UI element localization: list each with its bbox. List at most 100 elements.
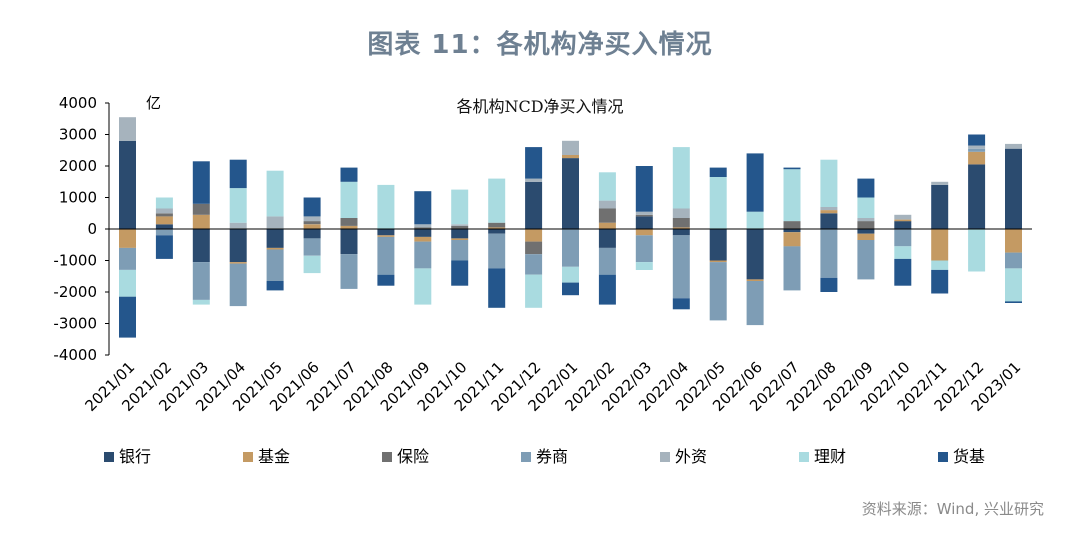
- chart-svg: 40003000200010000-1000-2000-3000-4000202…: [53, 94, 1032, 466]
- bar-segment: [635, 166, 653, 212]
- legend-label: 券商: [536, 447, 568, 466]
- bar-segment: [119, 296, 136, 338]
- bar-segment: [525, 229, 543, 242]
- y-tick-label: -1000: [53, 252, 97, 270]
- bar-segment: [562, 266, 579, 283]
- y-axis-unit-label: 亿: [146, 94, 161, 112]
- bar-segment: [451, 224, 469, 226]
- bar-segment: [266, 229, 284, 248]
- bar-segment: [414, 236, 432, 242]
- bar-segment: [672, 227, 690, 229]
- bar-segment: [894, 229, 912, 247]
- bar-segment: [414, 227, 432, 229]
- legend-label: 保险: [397, 447, 429, 466]
- legend-label: 货基: [953, 447, 985, 466]
- bar-segment: [1005, 148, 1022, 229]
- bar-segment: [488, 233, 506, 269]
- bar-segment: [857, 197, 875, 218]
- legend-label: 外资: [675, 447, 707, 466]
- bar-segment: [377, 184, 395, 229]
- bar-segment: [857, 221, 875, 229]
- bar-segment: [340, 167, 358, 182]
- bar-segment: [155, 213, 173, 217]
- bar-segment: [525, 254, 543, 275]
- bar-segment: [451, 225, 469, 229]
- bar-segment: [1005, 143, 1022, 149]
- bar-segment: [229, 263, 247, 307]
- bar-segment: [709, 177, 727, 229]
- bar-segment: [119, 247, 136, 270]
- bar-segment: [266, 170, 284, 217]
- bar-segment: [525, 274, 543, 308]
- bar-segment: [266, 216, 284, 229]
- y-tick-label: 0: [87, 220, 97, 238]
- bar-segment: [229, 262, 247, 264]
- bar-segment: [525, 147, 543, 179]
- bar-segment: [266, 281, 284, 291]
- bar-segment: [635, 229, 653, 236]
- bar-segment: [598, 172, 616, 201]
- bar-segment: [192, 229, 210, 263]
- bar-segment: [155, 216, 173, 225]
- bar-segment: [377, 235, 395, 237]
- bar-segment: [414, 241, 432, 269]
- bar-segment: [377, 229, 395, 236]
- bar-segment: [155, 208, 173, 214]
- bar-segment: [414, 224, 432, 228]
- bar-segment: [672, 298, 690, 310]
- bar-segment: [303, 229, 321, 239]
- bar-segment: [635, 262, 653, 270]
- bar-segment: [414, 191, 432, 225]
- bar-segment: [968, 229, 986, 272]
- bar-segment: [229, 222, 247, 229]
- y-tick-label: 1000: [59, 189, 97, 207]
- bar-segment: [857, 233, 875, 240]
- bar-segment: [968, 134, 986, 146]
- bar-segment: [119, 229, 136, 248]
- bar-segment: [340, 181, 358, 218]
- bar-segment: [229, 229, 247, 263]
- y-tick-label: -4000: [53, 346, 97, 364]
- bar-segment: [414, 229, 432, 237]
- bar-segment: [525, 178, 543, 182]
- bar-segment: [635, 211, 653, 215]
- bar-segment: [783, 169, 801, 222]
- legend-swatch: [660, 452, 670, 462]
- legend-swatch: [799, 452, 809, 462]
- bar-segment: [746, 279, 764, 281]
- bar-segment: [894, 219, 912, 222]
- bar-segment: [451, 260, 469, 286]
- bar-segment: [488, 229, 506, 234]
- bar-segment: [488, 222, 506, 228]
- bar-segment: [857, 240, 875, 280]
- bar-segment: [192, 214, 210, 229]
- bar-segment: [562, 155, 579, 159]
- bar-segment: [1005, 252, 1022, 269]
- page-title: 图表 11：各机构净买入情况: [367, 30, 713, 60]
- bar-segment: [598, 208, 616, 223]
- bar-segment: [155, 229, 173, 236]
- bar-segment: [451, 229, 469, 239]
- bar-segment: [931, 181, 949, 185]
- bar-segment: [783, 221, 801, 229]
- bar-segment: [229, 159, 247, 189]
- bar-segment: [931, 260, 949, 270]
- bar-segment: [820, 210, 838, 214]
- bar-segment: [155, 224, 173, 229]
- bar-segment: [303, 238, 321, 256]
- bar-segment: [192, 203, 210, 215]
- y-tick-label: 4000: [59, 94, 97, 112]
- bar-segment: [488, 178, 506, 223]
- bar-segment: [598, 222, 616, 229]
- bar-segment: [303, 224, 321, 229]
- bar-segment: [820, 229, 838, 278]
- bar-segment: [488, 268, 506, 308]
- bar-segment: [155, 197, 173, 209]
- bar-segment: [451, 238, 469, 240]
- bar-segment: [451, 189, 469, 225]
- bar-segment: [968, 148, 986, 152]
- bar-segment: [192, 161, 210, 204]
- bar-segment: [672, 147, 690, 209]
- bar-segment: [931, 229, 949, 261]
- bar-segment: [303, 216, 321, 222]
